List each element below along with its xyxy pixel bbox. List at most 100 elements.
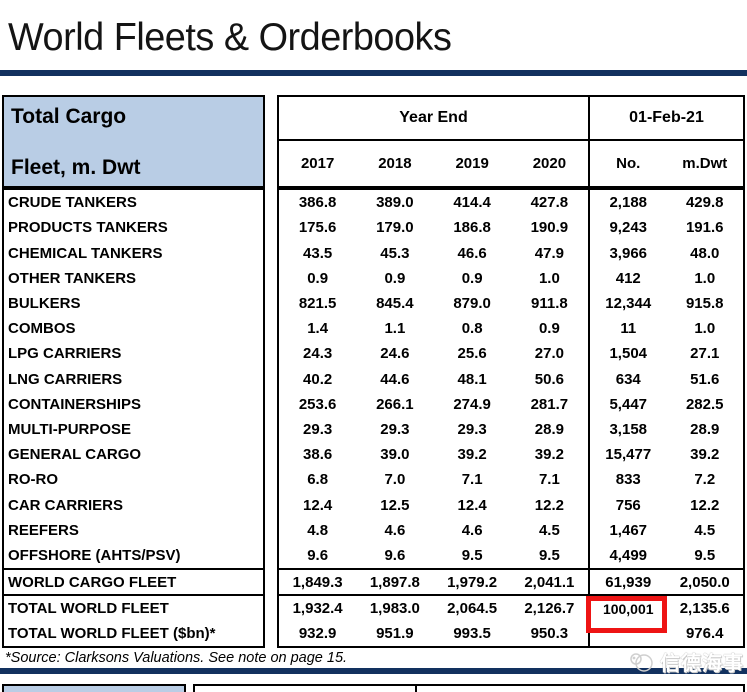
table-cell: 412 <box>615 269 641 287</box>
table-row: 932.9 951.9 993.5 950.3 <box>279 621 588 646</box>
table-cell: 39.2 <box>534 446 564 464</box>
table-row: 634 51.6 <box>590 366 743 391</box>
table-row: 11 1.0 <box>590 316 743 341</box>
table-cell: 9.6 <box>307 546 329 564</box>
table-cell: 0.9 <box>461 269 483 287</box>
table-row: 1,504 27.1 <box>590 341 743 366</box>
table-row: 756 12.2 <box>590 492 743 517</box>
table-cell: 25.6 <box>457 345 487 363</box>
table-cell: 951.9 <box>376 625 414 642</box>
table-row: 175.6 179.0 186.8 190.9 <box>279 215 588 240</box>
highlighted-cell: 100,001 <box>602 600 654 617</box>
next-table-column-divider <box>415 686 417 692</box>
table-cell: 4.5 <box>694 521 716 539</box>
table-cell: 634 <box>615 370 641 388</box>
watermark: 信德海事 <box>627 647 744 676</box>
row-label: CAR CARRIERS <box>8 496 124 514</box>
table-cell: 39.2 <box>457 446 487 464</box>
table-cell: 45.3 <box>380 244 410 262</box>
table-cell: 0.9 <box>538 320 560 338</box>
row-label: MULTI-PURPOSE <box>8 420 132 438</box>
table-cell: 12.2 <box>690 496 720 514</box>
table-cell: 976.4 <box>685 625 724 642</box>
table-cell: 12.4 <box>303 496 333 514</box>
row-label: CONTAINERSHIPS <box>8 395 142 413</box>
table-cell: 24.6 <box>380 345 410 363</box>
table-cell: 40.2 <box>303 370 333 388</box>
row-label: REEFERS <box>8 521 79 539</box>
row-label: LNG CARRIERS <box>8 370 123 388</box>
watermark-logo-icon <box>630 652 653 672</box>
row-label: COMBOS <box>8 320 76 338</box>
table-cell: 9.5 <box>461 546 483 564</box>
table-cell: 5,447 <box>609 395 648 413</box>
table-cell: 932.9 <box>298 625 337 642</box>
table-row: 3,966 48.0 <box>590 240 743 265</box>
table-row: 2,188 429.8 <box>590 190 743 215</box>
table-cell: 915.8 <box>685 294 724 312</box>
table-row: 976.4 <box>590 621 743 646</box>
table-row: 15,477 39.2 <box>590 442 743 467</box>
table-cell: 28.9 <box>690 420 720 438</box>
table-cell: 2,041.1 <box>524 573 575 591</box>
table-row: 6.8 7.0 7.1 7.1 <box>279 467 588 492</box>
table-cell: 0.8 <box>461 320 483 338</box>
year-end-header: Year End 2017 2018 2019 2020 <box>277 95 590 188</box>
table-cell: 389.0 <box>376 194 414 212</box>
year-values-body: 386.8 389.0 414.4 427.8 175.6 179.0 186.8 190.9… <box>277 188 590 570</box>
table-row: 43.5 45.3 46.6 47.9 <box>279 240 588 265</box>
table-row: 3,158 28.9 <box>590 417 743 442</box>
corner-line1: Total Cargo <box>11 105 127 128</box>
col-header-2017: 2017 <box>300 155 335 172</box>
row-label: OTHER TANKERS <box>8 269 137 287</box>
table-cell: 175.6 <box>298 219 337 237</box>
table-cell: 2,064.5 <box>447 600 498 617</box>
col-header-no: No. <box>616 155 641 172</box>
table-cell: 0.9 <box>307 269 329 287</box>
table-cell: 1,897.8 <box>369 573 420 591</box>
table-cell: 1,979.2 <box>447 573 498 591</box>
table-cell: 2,126.7 <box>524 600 575 617</box>
table-cell: 39.2 <box>690 446 720 464</box>
table-cell: 190.9 <box>530 219 569 237</box>
table-cell: 191.6 <box>685 219 724 237</box>
table-cell: 12.5 <box>380 496 410 514</box>
table-row: 9.6 9.6 9.5 9.5 <box>279 543 588 568</box>
table-cell: 1,504 <box>609 345 648 363</box>
table-cell: 48.0 <box>690 244 720 262</box>
table-cell: 47.9 <box>534 244 564 262</box>
table-row: 24.3 24.6 25.6 27.0 <box>279 341 588 366</box>
table-cell: 1,467 <box>609 521 648 539</box>
year-end-title: Year End <box>279 97 588 141</box>
table-cell: 4.8 <box>307 521 329 539</box>
table-cell: 2,188 <box>609 194 648 212</box>
snapshot-values-body: 2,188 429.8 9,243 191.6 3,966 48.0 412 1.0 12,34… <box>590 188 745 570</box>
table-row: 1,932.4 1,983.0 2,064.5 2,126.7 <box>279 596 588 621</box>
table-row: 386.8 389.0 414.4 427.8 <box>279 190 588 215</box>
next-table-corner-fragment <box>2 684 186 692</box>
snapshot-columns: No. m.Dwt <box>590 141 743 186</box>
table-cell: 12.4 <box>457 496 487 514</box>
table-cell: 845.4 <box>376 294 414 312</box>
table-cell: 43.5 <box>303 244 333 262</box>
table-cell: 911.8 <box>531 294 568 312</box>
table-cell: 282.5 <box>685 395 724 413</box>
table-cell: 1.0 <box>694 320 716 338</box>
table-row: 833 7.2 <box>590 467 743 492</box>
table-cell: 4,499 <box>609 546 648 564</box>
col-header-2018: 2018 <box>378 155 412 172</box>
table-cell: 12,344 <box>605 294 652 312</box>
watermark-text: 信德海事 <box>660 653 744 675</box>
table-cell: 7.1 <box>538 471 560 489</box>
snapshot-header: 01-Feb-21 No. m.Dwt <box>590 95 745 188</box>
row-label: LPG CARRIERS <box>8 345 122 363</box>
row-label: BULKERS <box>8 294 81 312</box>
snapshot-date: 01-Feb-21 <box>590 97 743 141</box>
table-cell: 2,135.6 <box>679 600 730 617</box>
world-cargo-year-values: 1,849.3 1,897.8 1,979.2 2,041.1 <box>277 570 590 596</box>
top-divider <box>0 70 747 76</box>
table-cell: 821.5 <box>298 294 337 312</box>
table-row: 40.2 44.6 48.1 50.6 <box>279 366 588 391</box>
page-title: World Fleets & Orderbooks <box>8 16 452 59</box>
table-cell: 12.2 <box>534 496 564 514</box>
